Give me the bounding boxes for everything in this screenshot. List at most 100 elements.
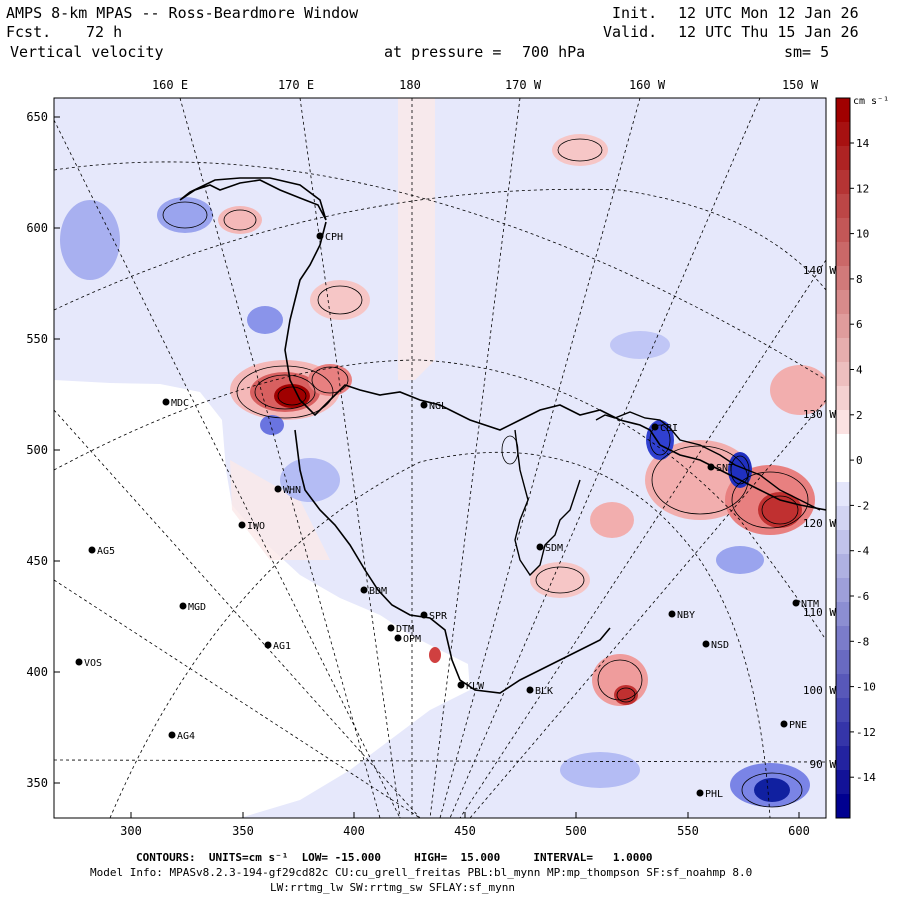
- station-ngl-label: NGL: [429, 401, 447, 412]
- station-dtm-label: DTM: [396, 624, 414, 635]
- contour-info: CONTOURS: UNITS=cm s⁻¹ LOW= -15.000 HIGH…: [136, 851, 653, 864]
- cool-blob: [610, 331, 670, 359]
- colorbar-segment: [836, 578, 850, 603]
- meridian-labels: 140 W 130 W 120 W 110 W 100 W 90 W: [803, 264, 836, 771]
- warm-blob: [770, 365, 826, 415]
- colorbar-segment: [836, 794, 850, 819]
- station-phl-label: PHL: [705, 789, 723, 800]
- colorbar-segment: [836, 602, 850, 627]
- colorbar-label: -10: [856, 681, 876, 694]
- colorbar-units: cm s⁻¹: [853, 96, 889, 107]
- cool-blob: [754, 778, 790, 802]
- pink-band: [398, 98, 435, 380]
- colorbar-segment: [836, 746, 850, 771]
- station-mdc-marker: [162, 398, 170, 406]
- colorbar-segment: [836, 674, 850, 699]
- y-tick-label: 650: [26, 110, 48, 124]
- station-pne-label: PNE: [789, 720, 807, 731]
- station-bdm-marker: [360, 586, 368, 594]
- pressure-label: at pressure =: [384, 43, 502, 61]
- station-whn-marker: [274, 485, 282, 493]
- station-ag5-label: AG5: [97, 546, 115, 557]
- colorbar-segment: [836, 554, 850, 579]
- colorbar-segment: [836, 626, 850, 651]
- station-spr-marker: [420, 611, 428, 619]
- colorbar-label: 12: [856, 182, 869, 195]
- warm-blob: [530, 562, 590, 598]
- cool-blob: [260, 415, 284, 435]
- station-ag4-marker: [168, 731, 176, 739]
- cool-blob: [716, 546, 764, 574]
- colorbar-segment: [836, 194, 850, 219]
- station-ag4-label: AG4: [177, 731, 195, 742]
- colorbar-label: 0: [856, 454, 863, 467]
- cool-blob: [280, 458, 340, 502]
- colorbar-segment: [836, 770, 850, 795]
- graticule: [54, 98, 826, 818]
- colorbar-segment: [836, 482, 850, 507]
- y-tick-label: 350: [26, 776, 48, 790]
- station-mdc-label: MDC: [171, 398, 189, 409]
- x-tick-label: 300: [120, 824, 142, 838]
- colorbar-segment: [836, 434, 850, 459]
- station-spr-label: SPR: [429, 611, 448, 622]
- station-ag1-label: AG1: [273, 641, 291, 652]
- transantarctic-coast: [294, 429, 611, 694]
- longitude-label: 160 W: [629, 78, 666, 92]
- colorbar-segment: [836, 698, 850, 723]
- warm-blob: [590, 502, 634, 538]
- station-blk-marker: [526, 686, 534, 694]
- y-tick-label: 600: [26, 221, 48, 235]
- station-snt-label: SNT: [716, 463, 734, 474]
- colorbar-label: -8: [856, 635, 869, 648]
- colorbar-label: 8: [856, 273, 863, 286]
- longitude-label: 180: [399, 78, 421, 92]
- station-ag5-marker: [88, 546, 96, 554]
- colorbar-label: -14: [856, 771, 876, 784]
- meridian-label: 140 W: [803, 264, 836, 277]
- station-cph-label: CPH: [325, 232, 343, 243]
- colorbar-segment: [836, 146, 850, 171]
- station-ag1-marker: [264, 641, 272, 649]
- colorbar-segment: [836, 506, 850, 531]
- x-axis-labels: 300 350 400 450 500 550 600: [120, 812, 810, 838]
- x-tick-label: 500: [565, 824, 587, 838]
- station-vos-label: VOS: [84, 658, 102, 669]
- cool-blob: [728, 452, 752, 488]
- cool-blob: [60, 200, 120, 280]
- longitude-label: 150 W: [782, 78, 819, 92]
- colorbar-segment: [836, 410, 850, 435]
- station-nsd-marker: [702, 640, 710, 648]
- colorbar-segment: [836, 122, 850, 147]
- station-mgd-marker: [179, 602, 187, 610]
- station-ngl-marker: [420, 401, 428, 409]
- forecast-hour: 72 h: [86, 23, 123, 41]
- longitude-labels: 160 E 170 E 180 170 W 160 W 150 W: [152, 78, 819, 92]
- ice-shelf-edge: [514, 429, 581, 577]
- station-cph-marker: [316, 232, 324, 240]
- colorbar-segment: [836, 362, 850, 387]
- y-tick-label: 400: [26, 665, 48, 679]
- cool-blob: [157, 197, 213, 233]
- field-layer: [54, 98, 826, 818]
- station-nsd-label: NSD: [711, 640, 729, 651]
- x-tick-label: 550: [677, 824, 699, 838]
- colorbar-segment: [836, 338, 850, 363]
- colorbar-segment: [836, 530, 850, 555]
- valid-label: Valid.: [603, 23, 658, 41]
- colorbar-labels: 14 12 10 8 6 4 2 0 -2 -4 -6 -8 -10 -12 -14: [850, 137, 876, 784]
- colorbar-frame: [835, 97, 851, 819]
- warm-blob: [429, 647, 441, 663]
- station-iwo-label: IWO: [247, 521, 265, 532]
- forecast-label: Fcst.: [6, 23, 52, 41]
- model-info: Model Info: MPASv8.2.3-194-gf29cd82c CU:…: [90, 866, 753, 879]
- colorbar-segment: [836, 242, 850, 267]
- station-vos-marker: [75, 658, 83, 666]
- init-label: Init.: [612, 4, 658, 22]
- station-mgd-label: MGD: [188, 602, 206, 613]
- colorbar-label: 2: [856, 409, 863, 422]
- contour-lines: [162, 138, 809, 808]
- x-tick-label: 600: [788, 824, 810, 838]
- station-markers: CPH NGL MDC WHN IWO AG5 SDM BDM MGD DTM SPR OPM AG1 N…: [75, 232, 819, 800]
